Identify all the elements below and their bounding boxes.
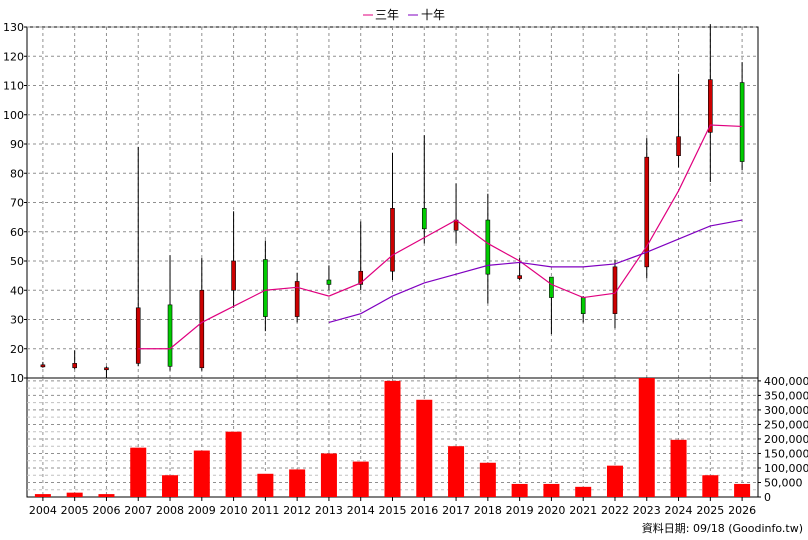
x-tick-label: 2020 xyxy=(537,504,565,517)
volume-bar xyxy=(416,399,433,497)
volume-tick-label: 100,000 xyxy=(764,462,808,475)
candle-body xyxy=(104,367,109,371)
legend: 三年 十年 xyxy=(363,8,445,22)
volume-bar xyxy=(606,465,623,497)
volume-bar xyxy=(702,475,719,497)
candle-body xyxy=(326,279,332,285)
volume-tick-label: 400,000 xyxy=(764,375,808,388)
x-tick-label: 2007 xyxy=(124,504,152,517)
candle-body xyxy=(358,270,364,285)
volume-bar xyxy=(257,473,274,497)
x-tick-label: 2004 xyxy=(29,504,57,517)
source-text: 資料日期: 09/18 (Goodinfo.tw) xyxy=(642,521,803,535)
candle-body xyxy=(485,219,491,275)
price-tick-label: 40 xyxy=(10,284,24,297)
x-tick-label: 2006 xyxy=(92,504,120,517)
volume-bar xyxy=(384,380,401,497)
volume-bar xyxy=(66,492,83,497)
volume-bar xyxy=(511,483,528,497)
x-tick-label: 2014 xyxy=(347,504,375,517)
price-tick-label: 70 xyxy=(10,197,24,210)
volume-bar xyxy=(638,378,655,497)
x-tick-label: 2010 xyxy=(220,504,248,517)
line-series-10yr xyxy=(328,219,743,324)
volume-bar xyxy=(162,475,179,497)
volume-tick-label: 300,000 xyxy=(764,404,808,417)
x-tick-label: 2022 xyxy=(601,504,629,517)
candle-body xyxy=(199,289,205,369)
x-tick-label: 2019 xyxy=(506,504,534,517)
candle-body xyxy=(549,276,554,298)
volume-bar xyxy=(34,494,51,497)
volume-bar xyxy=(670,439,687,497)
legend-label-3yr: 三年 xyxy=(375,8,399,22)
volume-tick-label: 250,000 xyxy=(764,418,808,431)
x-tick-label: 2008 xyxy=(156,504,184,517)
x-tick-label: 2013 xyxy=(315,504,343,517)
volume-tick-label: 50,000 xyxy=(764,476,803,489)
price-tick-label: 20 xyxy=(10,343,24,356)
legend-label-10yr: 十年 xyxy=(421,8,445,22)
volume-bar xyxy=(543,483,560,497)
volume-tick-label: 150,000 xyxy=(764,447,808,460)
volume-bar xyxy=(352,461,369,497)
price-tick-label: 110 xyxy=(3,80,24,93)
volume-bar xyxy=(98,494,115,497)
price-tick-label: 90 xyxy=(10,138,24,151)
candle-body xyxy=(72,363,77,369)
candle-body xyxy=(40,364,46,368)
price-tick-label: 60 xyxy=(10,226,24,239)
x-tick-label: 2024 xyxy=(665,504,693,517)
x-tick-label: 2017 xyxy=(442,504,470,517)
volume-bar xyxy=(193,450,210,497)
price-tick-label: 120 xyxy=(3,50,24,63)
x-tick-label: 2018 xyxy=(474,504,502,517)
x-axis: 2004 2005 2006 2007 2008 2009 2010 2011 2012 2013… xyxy=(29,497,756,517)
candle-body xyxy=(644,156,650,268)
volume-bar xyxy=(734,483,751,497)
price-tick-label: 80 xyxy=(10,167,24,180)
volume-tick-label: 0 xyxy=(764,491,771,504)
volume-bar xyxy=(575,486,592,497)
candle-body xyxy=(167,304,173,367)
candle-body xyxy=(294,281,300,317)
price-tick-label: 130 xyxy=(3,21,24,34)
candle-body xyxy=(676,136,681,157)
candle-body xyxy=(517,275,522,279)
candle-body xyxy=(231,260,236,291)
x-tick-label: 2016 xyxy=(410,504,438,517)
candle-body xyxy=(263,259,268,317)
candle-body xyxy=(708,79,713,133)
x-tick-label: 2021 xyxy=(569,504,597,517)
candle-body xyxy=(135,307,141,364)
volume-tick-label: 350,000 xyxy=(764,389,808,402)
candle-body xyxy=(390,208,395,272)
x-tick-label: 2026 xyxy=(728,504,756,517)
candle-body xyxy=(421,208,427,230)
volume-bar xyxy=(320,453,337,497)
x-tick-label: 2025 xyxy=(696,504,724,517)
price-plot-area: 10 20 30 40 50 60 70 80 90 100 110 120 130 xyxy=(3,21,759,385)
x-tick-label: 2012 xyxy=(283,504,311,517)
price-tick-label: 10 xyxy=(10,372,24,385)
candle-body xyxy=(739,82,745,162)
price-tick-label: 50 xyxy=(10,255,24,268)
volume-tick-label: 200,000 xyxy=(764,433,808,446)
volume-bar xyxy=(479,462,496,497)
volume-bar xyxy=(448,446,465,497)
volume-bar xyxy=(289,469,306,497)
x-tick-label: 2005 xyxy=(61,504,89,517)
x-tick-label: 2015 xyxy=(379,504,407,517)
x-tick-label: 2023 xyxy=(633,504,661,517)
x-tick-label: 2011 xyxy=(251,504,279,517)
x-tick-label: 2009 xyxy=(188,504,216,517)
price-tick-label: 100 xyxy=(3,109,24,122)
candle-body xyxy=(580,297,586,314)
volume-bar xyxy=(225,431,242,497)
price-tick-label: 30 xyxy=(10,314,24,327)
volume-bar xyxy=(130,447,147,497)
